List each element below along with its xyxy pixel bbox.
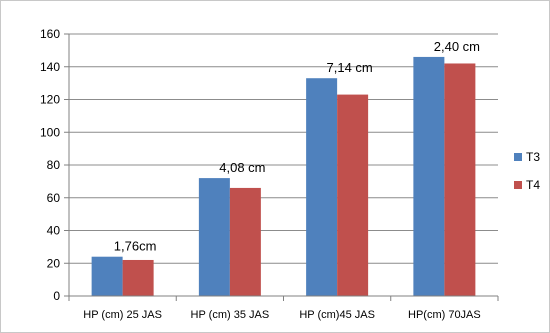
x-category-label: HP(cm) 70JAS (408, 309, 481, 321)
labels: HP (cm) 25 JAS 1,76cm HP (cm) 35 JAS 4,08 c… (83, 39, 480, 321)
bars (91, 56, 476, 297)
x-category-label: HP (cm) 35 JAS (191, 309, 270, 321)
x-category-label: HP (cm)45 JAS (299, 309, 375, 321)
bar-t3-2 (198, 178, 230, 296)
data-annotation: 2,40 cm (434, 39, 480, 54)
bar-t4-1 (122, 259, 154, 296)
axes: 0 20 40 60 80 100 120 140 160 (40, 27, 499, 303)
bar-t3-1 (91, 256, 123, 296)
data-annotation: 4,08 cm (219, 160, 265, 175)
gridlines (69, 33, 498, 264)
x-category-label: HP (cm) 25 JAS (83, 309, 162, 321)
y-tick-label: 20 (47, 256, 61, 270)
bar-t3-4 (413, 56, 445, 296)
legend-swatch-t4 (514, 181, 522, 189)
bar-t3-3 (306, 78, 338, 297)
data-annotation: 7,14 cm (327, 60, 373, 75)
y-tick-label: 100 (40, 125, 60, 139)
y-tick-label: 80 (47, 158, 61, 172)
y-tick-label: 60 (47, 191, 61, 205)
bar-t4-2 (229, 187, 261, 296)
y-tick-label: 120 (40, 93, 60, 107)
y-tick-label: 140 (40, 60, 60, 74)
bar-t4-3 (337, 94, 369, 297)
y-tick-label: 160 (40, 27, 60, 41)
y-tick-label: 0 (53, 289, 60, 303)
legend-swatch-t3 (514, 153, 522, 161)
y-tick-label: 40 (47, 224, 61, 238)
legend-label-t4: T4 (526, 178, 540, 192)
bar-t4-4 (444, 63, 476, 296)
legend-label-t3: T3 (526, 150, 540, 164)
legend: T3 T4 (514, 150, 540, 192)
data-annotation: 1,76cm (114, 239, 157, 254)
